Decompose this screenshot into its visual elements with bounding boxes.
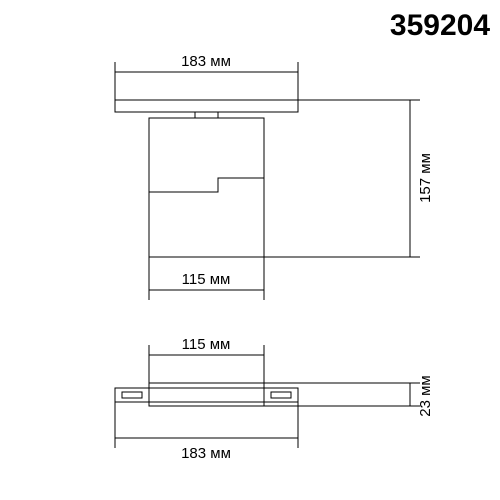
dim-bottom-right-label: 23 мм <box>417 375 434 416</box>
bottom-body <box>149 383 264 406</box>
dim-bottom-bottom-label: 183 мм <box>181 445 231 462</box>
front-top-bar <box>115 100 298 112</box>
dim-front-right: 157 мм <box>264 100 434 257</box>
dim-front-bottom-label: 115 мм <box>182 271 231 288</box>
bottom-view: 115 мм 183 мм 23 мм <box>115 336 434 462</box>
dim-bottom-top: 115 мм <box>149 336 264 383</box>
front-body <box>149 118 264 257</box>
dim-front-right-label: 157 мм <box>417 153 434 203</box>
dim-front-bottom: 115 мм <box>149 257 264 300</box>
part-number: 359204 <box>390 9 490 42</box>
dim-front-top: 183 мм <box>115 53 298 100</box>
dim-front-top-label: 183 мм <box>181 53 231 70</box>
front-view: 183 мм 115 мм 157 мм <box>115 53 434 300</box>
dim-bottom-right: 23 мм <box>264 375 434 416</box>
bottom-slot-left <box>122 392 142 398</box>
bottom-slot-right <box>271 392 291 398</box>
dim-bottom-bottom: 183 мм <box>115 402 298 462</box>
dim-bottom-top-label: 115 мм <box>182 336 231 353</box>
technical-drawing: 359204 183 мм <box>0 0 500 500</box>
